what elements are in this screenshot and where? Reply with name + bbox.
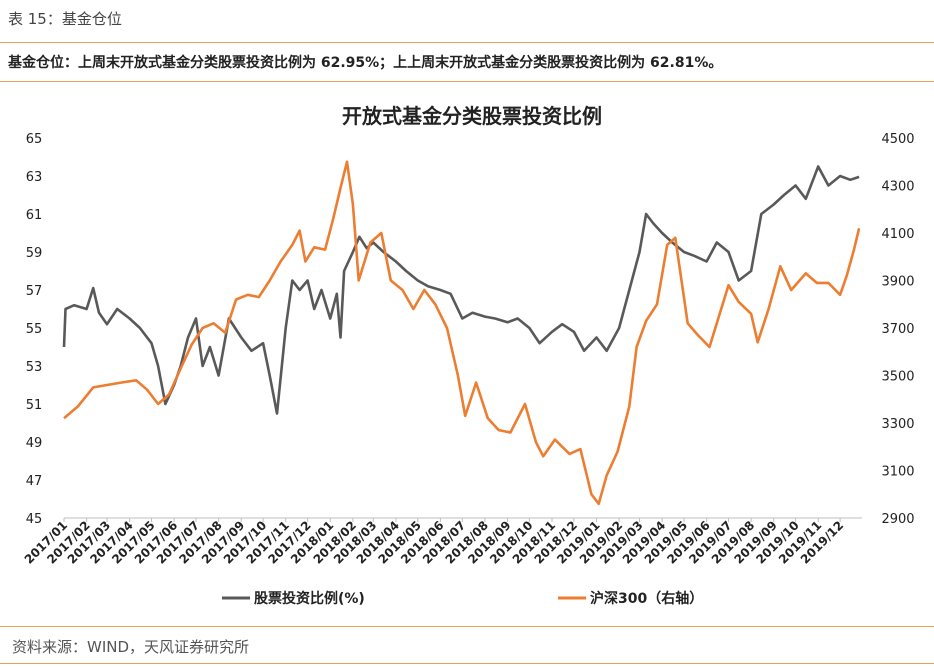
y-right-tick-label: 3500 <box>881 370 914 385</box>
legend: 股票投资比例(%) 沪深300（右轴） <box>222 590 703 607</box>
source-rule <box>0 626 934 627</box>
y-right-tick-label: 3700 <box>881 322 914 337</box>
y-left-tick-label: 51 <box>26 398 43 413</box>
y-left-tick-label: 45 <box>26 512 43 527</box>
y-right-tick-label: 4500 <box>881 132 914 147</box>
legend-label: 股票投资比例(%) <box>254 590 365 607</box>
y-left-tick-label: 53 <box>26 360 43 375</box>
y-left-tick-label: 55 <box>26 322 43 337</box>
chart: 开放式基金分类股票投资比例 45 47 49 51 53 55 57 59 61 63 65 2900… <box>22 104 915 607</box>
y-left-tick-label: 65 <box>26 132 43 147</box>
y-right-tick-label: 4100 <box>881 227 914 242</box>
y-right-tick-label: 4300 <box>881 180 914 195</box>
y-left-tick-label: 63 <box>26 170 43 185</box>
y-left-tick-label: 49 <box>26 436 43 451</box>
y-right-tick-label: 3300 <box>881 417 914 432</box>
y-right-tick-label: 3900 <box>881 275 914 290</box>
source-text: 资料来源：WIND，天风证券研究所 <box>12 638 250 656</box>
series-line-stock-ratio <box>62 165 860 415</box>
legend-label: 沪深300（右轴） <box>590 590 703 607</box>
summary-text: 基金仓位：上周末开放式基金分类股票投资比例为 62.95%；上上周末开放式基金分… <box>8 55 723 71</box>
y-left-tick-label: 47 <box>26 474 43 489</box>
y-right-tick-label: 2900 <box>881 512 914 527</box>
series-line-hs300 <box>63 160 861 506</box>
series-layer <box>62 160 861 506</box>
y-right-tick-label: 3100 <box>881 465 914 480</box>
top-rule <box>0 42 934 43</box>
y-left-tick-label: 57 <box>26 284 43 299</box>
chart-title: 开放式基金分类股票投资比例 <box>342 104 602 128</box>
summary-rule <box>0 81 934 82</box>
table-label: 表 15：基金仓位 <box>8 10 122 28</box>
bottom-rule <box>0 663 934 664</box>
y-left-tick-label: 59 <box>26 246 43 261</box>
y-left-tick-label: 61 <box>26 208 43 223</box>
